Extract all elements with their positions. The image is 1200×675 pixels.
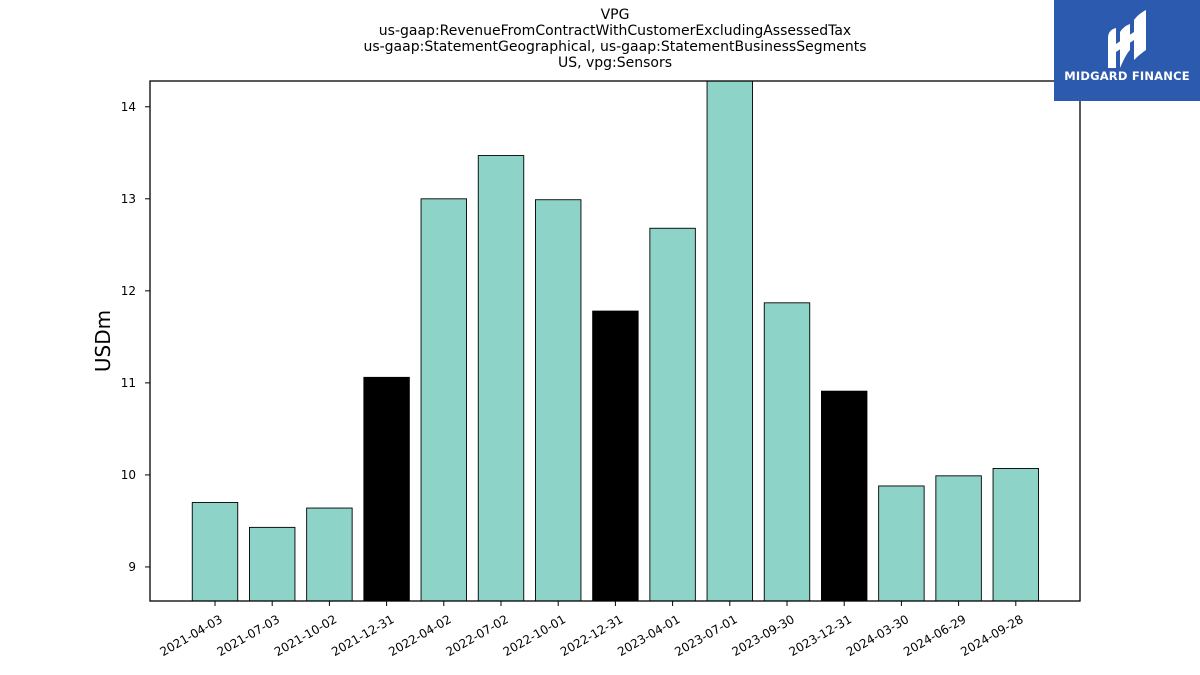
x-tick-label: 2022-10-01	[501, 612, 568, 659]
y-tick-label: 12	[121, 284, 136, 298]
x-tick-label: 2023-12-31	[787, 612, 854, 659]
x-tick-label: 2024-06-29	[901, 612, 968, 659]
x-tick-label: 2023-07-01	[672, 612, 739, 659]
x-tick-label: 2021-12-31	[329, 612, 396, 659]
x-tick-label: 2023-09-30	[729, 612, 796, 659]
bar-2024-09-28	[992, 468, 1039, 602]
y-tick-label: 13	[121, 192, 136, 206]
x-tick-label: 2022-12-31	[558, 612, 625, 659]
bar-2022-07-02	[477, 155, 525, 602]
bar-2023-07-01	[706, 80, 753, 602]
bar-2023-09-30	[763, 302, 811, 602]
y-tick-label: 14	[121, 100, 136, 114]
x-tick-label: 2022-07-02	[443, 612, 510, 659]
y-axis: 9 10 11 12 13 14	[121, 100, 150, 574]
title-line-ticker: VPG	[600, 7, 630, 23]
midgard-finance-logo: MIDGARD FINANCE	[1054, 0, 1200, 101]
bar-2021-04-03	[191, 502, 239, 602]
x-axis: 2021-04-032021-07-032021-10-022021-12-31…	[157, 601, 1026, 659]
x-tick-label: 2023-04-01	[615, 612, 682, 659]
y-axis-label: USDm	[91, 310, 115, 372]
title-line-members: US, vpg:Sensors	[557, 55, 673, 71]
logo-text: MIDGARD FINANCE	[1064, 69, 1190, 83]
y-tick-label: 11	[121, 376, 136, 390]
y-tick-label: 9	[128, 560, 136, 574]
x-tick-label: 2021-07-03	[215, 612, 282, 659]
title-line-concept: us-gaap:RevenueFromContractWithCustomerE…	[378, 23, 852, 39]
bar-2024-06-29	[935, 475, 982, 602]
bar-2023-12-31	[821, 390, 868, 602]
bar-2021-10-02	[306, 507, 353, 602]
bar-2022-10-01	[535, 199, 582, 602]
x-tick-label: 2024-09-28	[958, 612, 1025, 659]
logo-mark-icon	[1108, 10, 1146, 68]
title-line-axes: us-gaap:StatementGeographical, us-gaap:S…	[363, 39, 867, 55]
bar-2024-03-30	[878, 485, 925, 602]
bar-2022-12-31	[592, 310, 639, 602]
bar-2023-04-01	[649, 227, 696, 602]
bar-2021-07-03	[248, 526, 296, 602]
bar-2021-12-31	[363, 376, 410, 602]
bar-2022-04-02	[420, 198, 467, 602]
x-tick-label: 2021-04-03	[157, 612, 224, 659]
y-tick-label: 10	[121, 468, 136, 482]
x-tick-label: 2024-03-30	[844, 612, 911, 659]
x-tick-label: 2021-10-02	[272, 612, 339, 659]
bars-group	[191, 80, 1039, 602]
x-tick-label: 2022-04-02	[386, 612, 453, 659]
chart-title: VPG us-gaap:RevenueFromContractWithCusto…	[0, 7, 1200, 71]
